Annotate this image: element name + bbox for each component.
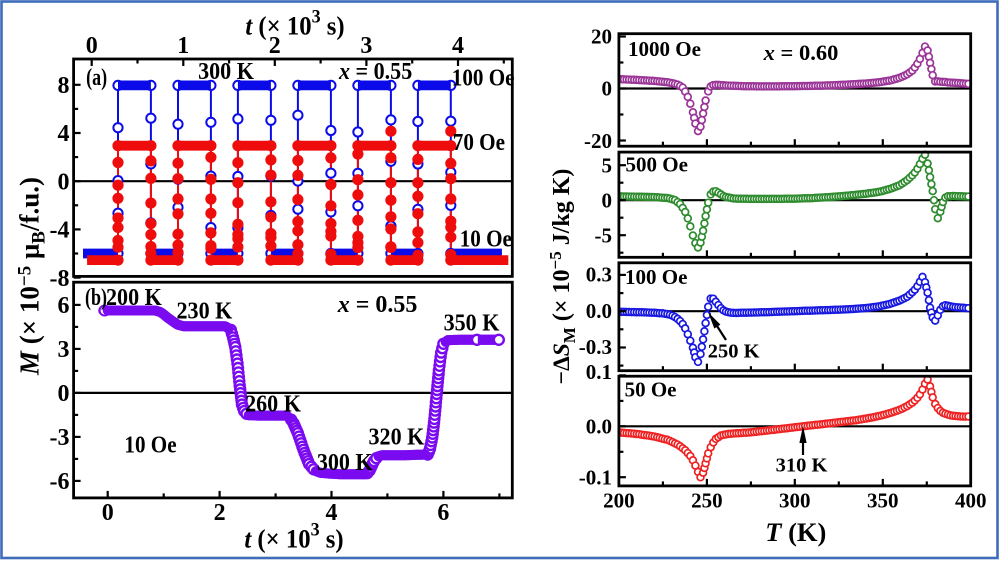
svg-text:70 Oe: 70 Oe — [453, 129, 505, 156]
svg-text:10 Oe: 10 Oe — [124, 431, 176, 458]
svg-text:3: 3 — [58, 337, 70, 363]
svg-text:250 K: 250 K — [708, 341, 760, 363]
svg-text:0: 0 — [602, 77, 613, 101]
svg-text:300 K: 300 K — [198, 57, 254, 84]
svg-text:0.3: 0.3 — [586, 262, 612, 286]
svg-text:4: 4 — [452, 33, 464, 59]
svg-text:200 K: 200 K — [106, 283, 162, 310]
svg-text:200: 200 — [603, 488, 635, 512]
svg-text:20: 20 — [591, 24, 612, 48]
svg-text:T (K): T (K) — [765, 517, 826, 547]
svg-text:-3: -3 — [50, 425, 70, 451]
svg-text:260 K: 260 K — [245, 390, 301, 417]
svg-text:8: 8 — [58, 73, 70, 99]
svg-text:0.1: 0.1 — [586, 360, 612, 384]
svg-text:0: 0 — [58, 169, 70, 195]
svg-text:M (× 10−5 μB/f.u.): M (× 10−5 μB/f.u.) — [15, 177, 50, 376]
svg-text:x = 0.55: x = 0.55 — [337, 292, 418, 318]
svg-text:t (× 103 s): t (× 103 s) — [245, 6, 344, 41]
svg-text:6: 6 — [437, 500, 449, 526]
svg-text:350: 350 — [867, 488, 899, 512]
svg-text:4: 4 — [326, 500, 338, 526]
svg-text:400: 400 — [955, 488, 987, 512]
svg-text:230 K: 230 K — [177, 297, 233, 324]
svg-text:100 Oe: 100 Oe — [452, 64, 515, 91]
svg-text:(b): (b) — [85, 284, 107, 311]
svg-text:t (× 103 s): t (× 103 s) — [244, 519, 343, 554]
svg-text:5: 5 — [602, 153, 613, 177]
svg-text:10 Oe: 10 Oe — [460, 225, 512, 252]
svg-text:0: 0 — [58, 381, 70, 407]
svg-text:50 Oe: 50 Oe — [625, 378, 677, 402]
svg-text:-0.3: -0.3 — [579, 335, 612, 359]
svg-text:320 K: 320 K — [369, 423, 425, 450]
svg-text:100 Oe: 100 Oe — [625, 265, 687, 289]
svg-text:-6: -6 — [50, 469, 70, 495]
svg-text:4: 4 — [58, 121, 70, 147]
svg-text:0.0: 0.0 — [586, 415, 612, 439]
svg-text:2: 2 — [269, 33, 281, 59]
svg-text:300 K: 300 K — [317, 448, 373, 475]
svg-text:1: 1 — [177, 33, 189, 59]
svg-text:-5: -5 — [595, 223, 613, 247]
svg-text:0.0: 0.0 — [586, 299, 612, 323]
svg-text:-20: -20 — [584, 129, 612, 153]
svg-text:250: 250 — [691, 488, 723, 512]
svg-text:-8: -8 — [50, 266, 70, 292]
svg-text:6: 6 — [58, 293, 70, 319]
svg-text:(a): (a) — [86, 63, 107, 90]
svg-text:500 Oe: 500 Oe — [626, 152, 688, 176]
svg-text:350 K: 350 K — [444, 309, 500, 336]
svg-text:-0.1: -0.1 — [579, 465, 612, 489]
svg-text:x = 0.60: x = 0.60 — [763, 40, 839, 65]
svg-text:310 K: 310 K — [776, 455, 828, 477]
svg-text:x = 0.55: x = 0.55 — [338, 57, 412, 84]
svg-text:300: 300 — [779, 488, 811, 512]
svg-text:-4: -4 — [50, 218, 70, 244]
svg-text:1000 Oe: 1000 Oe — [628, 37, 701, 61]
svg-text:0: 0 — [86, 33, 98, 59]
svg-text:−ΔSM (× 10−5 J/kg K): −ΔSM (× 10−5 J/kg K) — [546, 169, 579, 385]
svg-text:3: 3 — [360, 33, 372, 59]
svg-text:2: 2 — [214, 500, 226, 526]
svg-text:0: 0 — [102, 500, 114, 526]
svg-text:0: 0 — [602, 188, 613, 212]
